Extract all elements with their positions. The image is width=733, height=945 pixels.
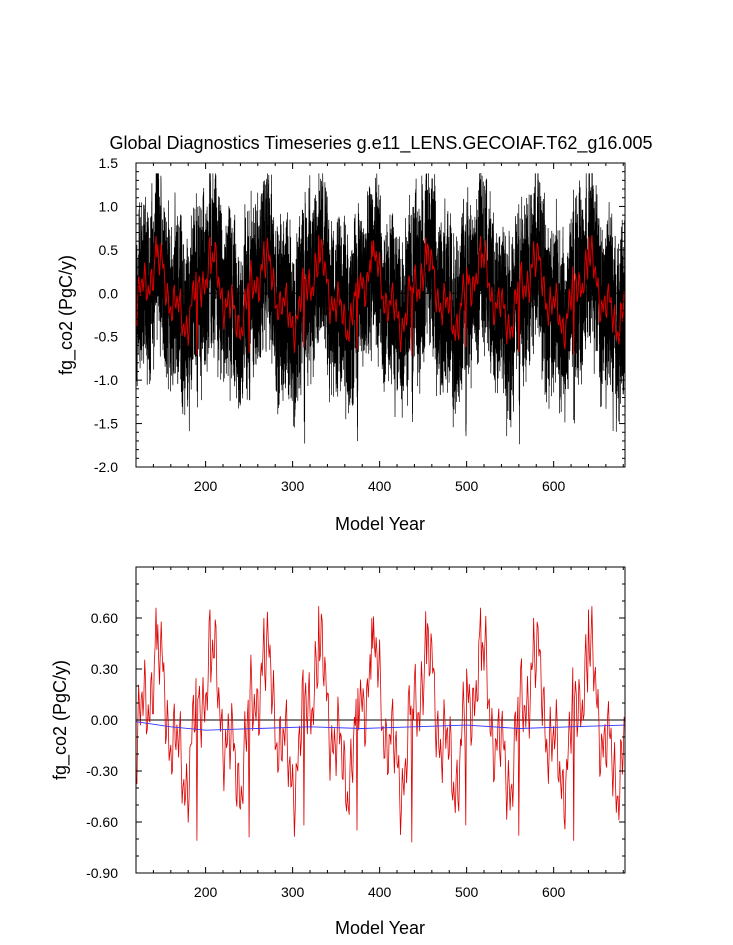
top-plot-frame — [135, 162, 626, 468]
x-tick-label: 500 — [455, 884, 479, 900]
top-y-axis-label: fg_co2 (PgC/y) — [56, 255, 77, 375]
y-tick-label: -1.5 — [94, 416, 118, 432]
y-tick-label: -2.0 — [94, 459, 118, 475]
bottom-y-axis-label: fg_co2 (PgC/y) — [50, 660, 71, 780]
top-axis-ticks: 200 300 400 500 600 1.5 1.0 0.5 0.0 -0.5 -1.0 -1.5 -… — [94, 155, 625, 494]
y-tick-label: 0.5 — [99, 242, 119, 258]
y-tick-label: -0.90 — [86, 865, 118, 881]
bottom-plot-frame — [135, 566, 626, 874]
chart-title: Global Diagnostics Timeseries g.e11_LENS… — [110, 133, 653, 154]
y-tick-label: 0.0 — [99, 285, 119, 301]
x-tick-label: 300 — [281, 478, 305, 494]
series-running-mean — [135, 721, 626, 731]
y-tick-label: -1.0 — [94, 372, 118, 388]
top-panel: Global Diagnostics Timeseries g.e11_LENS… — [56, 133, 652, 534]
top-series-lines — [135, 173, 626, 445]
y-tick-label: -0.30 — [86, 763, 118, 779]
y-tick-label: 1.0 — [99, 198, 119, 214]
y-tick-label: -0.5 — [94, 329, 118, 345]
bottom-panel: 200 300 400 500 600 0.60 0.30 0.00 -0.30 -0.60 -0.… — [50, 566, 626, 938]
series-annual-mean — [135, 235, 626, 356]
series-monthly — [135, 173, 626, 445]
y-tick-label: 0.30 — [91, 661, 118, 677]
y-tick-label: 0.00 — [91, 712, 118, 728]
x-tick-label: 500 — [455, 478, 479, 494]
x-tick-label: 200 — [194, 884, 218, 900]
x-tick-label: 600 — [542, 478, 566, 494]
y-tick-label: 0.60 — [91, 610, 118, 626]
x-tick-label: 400 — [368, 884, 392, 900]
x-tick-label: 600 — [542, 884, 566, 900]
bottom-series-lines — [135, 606, 626, 843]
x-tick-label: 200 — [194, 478, 218, 494]
y-tick-label: 1.5 — [99, 155, 119, 171]
top-x-axis-label: Model Year — [335, 514, 425, 534]
bottom-x-axis-label: Model Year — [335, 918, 425, 938]
y-tick-label: -0.60 — [86, 814, 118, 830]
bottom-axis-ticks: 200 300 400 500 600 0.60 0.30 0.00 -0.30 -0.60 -0.… — [86, 566, 625, 900]
x-tick-label: 400 — [368, 478, 392, 494]
x-tick-label: 300 — [281, 884, 305, 900]
series-annual-mean — [135, 606, 626, 843]
